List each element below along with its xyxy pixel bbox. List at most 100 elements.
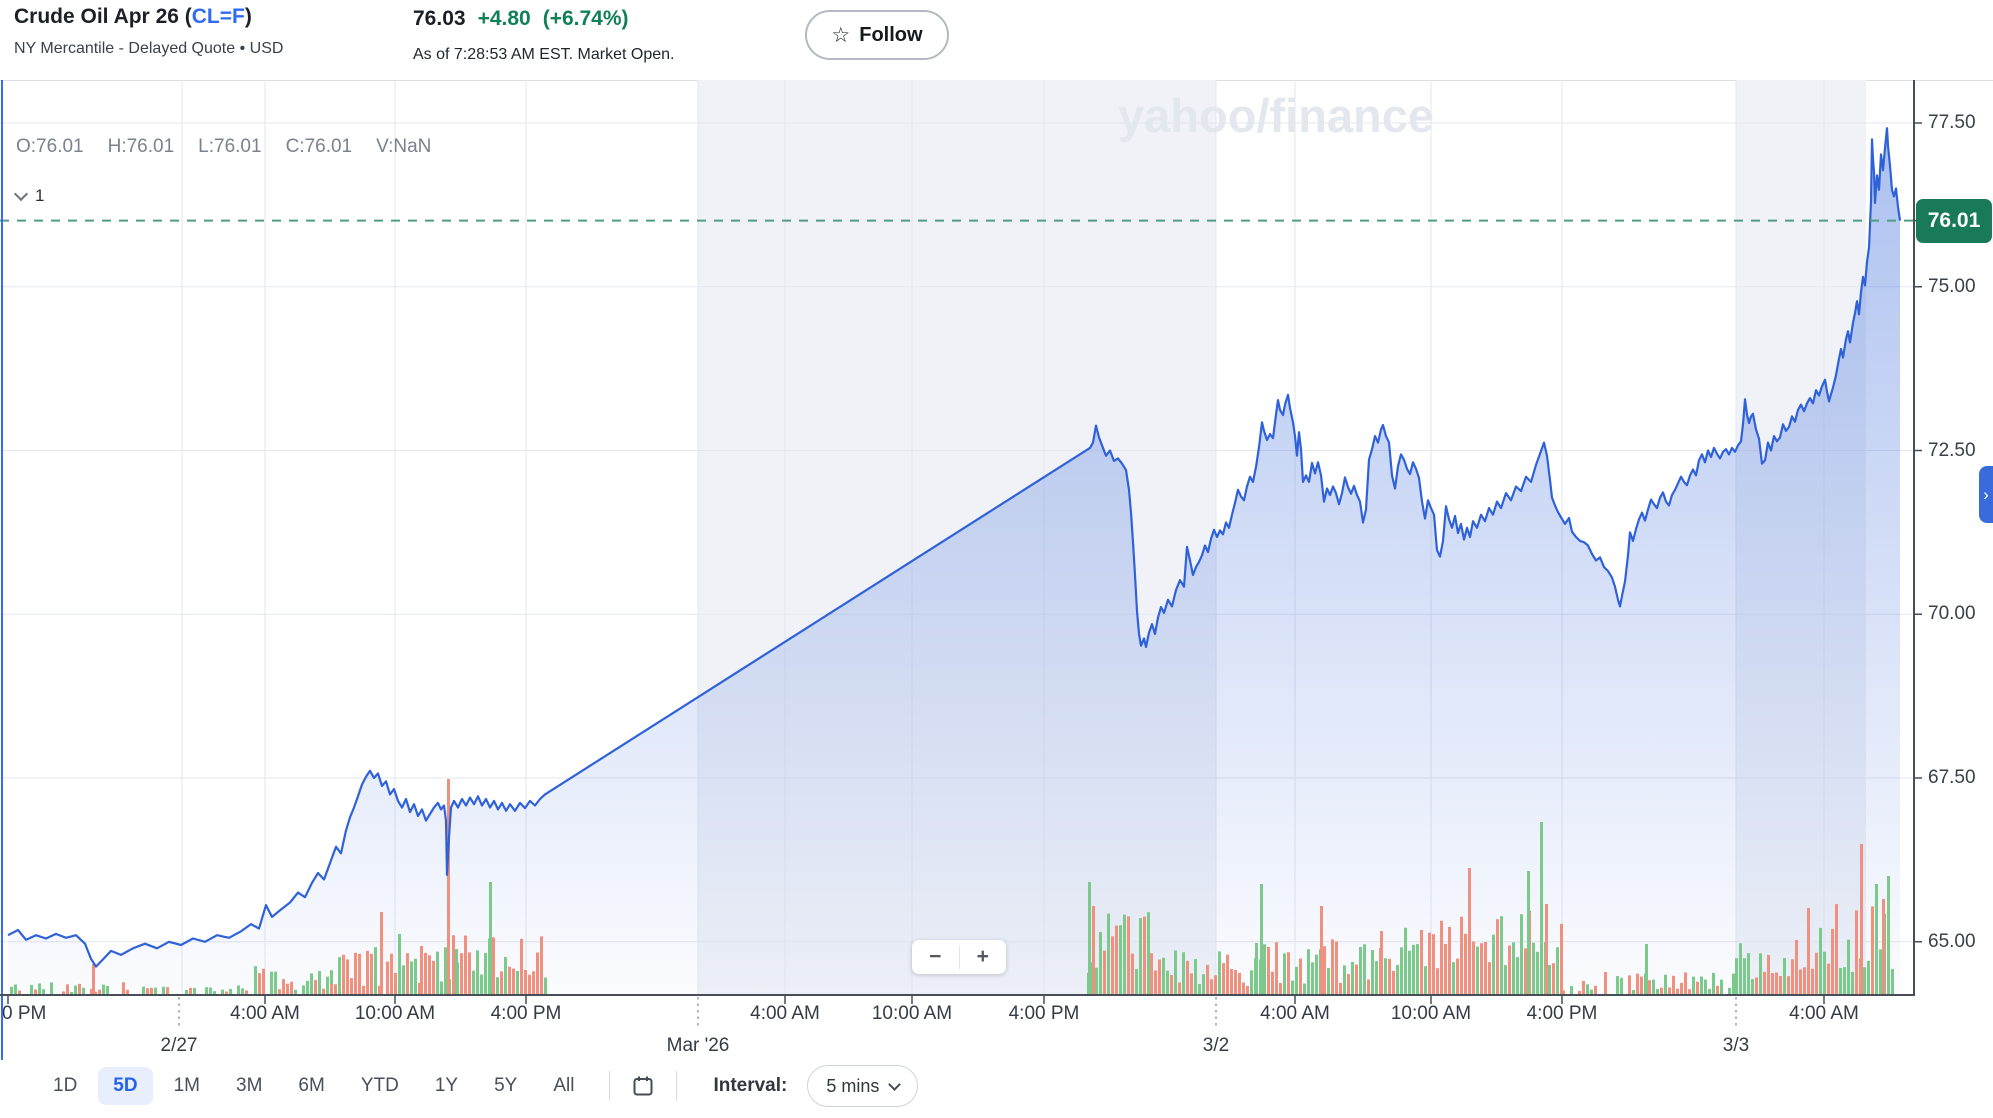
volume-bar-down <box>1775 972 1778 994</box>
volume-bar-up <box>42 989 45 994</box>
volume-bar-up <box>74 985 77 994</box>
calendar-icon[interactable] <box>630 1073 656 1099</box>
volume-bar-down <box>1226 954 1229 994</box>
volume-bar-down <box>34 989 37 994</box>
volume-bar-down <box>1560 923 1563 994</box>
y-axis-label: 70.00 <box>1928 603 1976 625</box>
current-price-badge: 76.01 <box>1916 199 1992 243</box>
x-axis-date-label: 3/3 <box>1722 1035 1750 1056</box>
volume-bar-up <box>1408 950 1411 994</box>
volume-bar-up <box>1839 967 1842 994</box>
volume-bar-up <box>1867 960 1870 994</box>
zoom-in-button[interactable]: + <box>976 945 989 968</box>
volume-bar-up <box>213 991 216 994</box>
volume-bar-up <box>1590 989 1593 994</box>
volume-bar-up <box>1500 916 1503 994</box>
volume-bar-down <box>1552 963 1555 994</box>
open-panel-button[interactable]: › <box>1979 466 1993 523</box>
volume-bar-down <box>1672 975 1675 994</box>
y-axis-label: 72.50 <box>1928 439 1976 461</box>
range-button-5y[interactable]: 5Y <box>494 1075 518 1096</box>
follow-button[interactable]: ☆ Follow <box>805 10 949 60</box>
volume-bar-up <box>1099 931 1102 994</box>
volume-bar-up <box>1720 979 1723 994</box>
volume-bar-up <box>1162 957 1165 994</box>
volume-bar-up <box>1891 969 1894 994</box>
volume-bar-up <box>1327 967 1330 994</box>
volume-bar-up <box>1492 934 1495 994</box>
volume-spike <box>520 954 523 994</box>
volume-bar-up <box>254 966 257 994</box>
volume-bar-up <box>440 981 443 994</box>
y-axis-label: 75.00 <box>1928 275 1976 297</box>
volume-bar-down <box>342 954 345 994</box>
volume-bar-up <box>241 988 244 994</box>
range-button-6m[interactable]: 6M <box>298 1075 325 1096</box>
volume-bar-down <box>1628 975 1631 994</box>
volume-bar-up <box>1202 974 1205 994</box>
ticker-symbol-link[interactable]: CL=F <box>191 5 245 28</box>
volume-bar-down <box>1158 959 1161 994</box>
range-button-5d[interactable]: 5D <box>98 1067 153 1105</box>
zoom-control: − + <box>912 940 1006 974</box>
volume-spike <box>1527 871 1530 994</box>
volume-bar-up <box>1351 961 1354 994</box>
volume-bar-up <box>1632 989 1635 994</box>
price-row: 76.03 +4.80 (+6.74%) <box>413 7 629 31</box>
y-axis-label: 77.50 <box>1928 112 1976 133</box>
x-axis-time-label: 10:00 AM <box>1390 1003 1472 1024</box>
volume-bar-down <box>1206 964 1209 994</box>
volume-bar-down <box>146 988 149 994</box>
volume-bar-up <box>1166 970 1169 994</box>
volume-bar-down <box>1668 987 1671 994</box>
volume-bar-down <box>1335 941 1338 994</box>
volume-bar-up <box>1652 979 1655 994</box>
volume-bar-up <box>1620 977 1623 994</box>
zoom-out-button[interactable]: − <box>929 945 942 968</box>
volume-bar-down <box>1787 976 1790 994</box>
volume-bar-up <box>410 961 413 994</box>
volume-bar-up <box>1404 927 1407 994</box>
indicator-toggle[interactable]: 1 <box>13 186 44 206</box>
volume-bar-down <box>1323 946 1326 994</box>
volume-spike <box>1468 868 1471 994</box>
volume-bar-down <box>1222 963 1225 994</box>
price-line <box>7 127 1902 968</box>
volume-bar-down <box>1803 967 1806 994</box>
range-button-ytd[interactable]: YTD <box>360 1075 399 1096</box>
interval-dropdown[interactable]: 5 mins <box>807 1065 919 1107</box>
paren: ( <box>184 5 192 28</box>
range-button-all[interactable]: All <box>553 1075 575 1096</box>
volume-bar-up <box>1311 962 1314 994</box>
volume-bar-down <box>330 983 333 994</box>
volume-bar-up <box>1504 965 1507 994</box>
volume-bar-up <box>1536 951 1539 994</box>
ohlc-legend-item: C:76.01 <box>285 136 353 157</box>
volume-bar-down <box>1716 985 1719 994</box>
volume-bar-down <box>322 988 325 994</box>
x-axis-time-label: 4:00 PM <box>490 1003 562 1024</box>
volume-bar-up <box>1400 947 1403 994</box>
volume-bar-up <box>484 953 487 994</box>
price-chart-surface[interactable] <box>0 80 1993 1060</box>
volume-bar-down <box>1480 943 1483 994</box>
range-button-3m[interactable]: 3M <box>236 1075 263 1096</box>
volume-bar-up <box>1512 942 1515 994</box>
volume-spike <box>380 912 383 994</box>
volume-bar-down <box>424 952 427 994</box>
volume-bar-up <box>106 985 109 994</box>
volume-bar-down <box>452 935 455 994</box>
volume-bar-down <box>500 971 503 994</box>
volume-bar-up <box>1735 958 1738 994</box>
toolbar-divider <box>676 1071 678 1101</box>
volume-bar-down <box>1432 934 1435 994</box>
volume-bar-down <box>528 974 531 994</box>
volume-bar-up <box>1819 927 1822 994</box>
range-button-1y[interactable]: 1Y <box>434 1075 459 1096</box>
volume-bar-up <box>302 985 305 994</box>
volume-bar-down <box>1440 920 1443 994</box>
range-button-1m[interactable]: 1M <box>173 1075 200 1096</box>
volume-spike <box>1645 944 1648 994</box>
volume-bar-down <box>346 959 349 994</box>
range-button-1d[interactable]: 1D <box>53 1075 78 1096</box>
